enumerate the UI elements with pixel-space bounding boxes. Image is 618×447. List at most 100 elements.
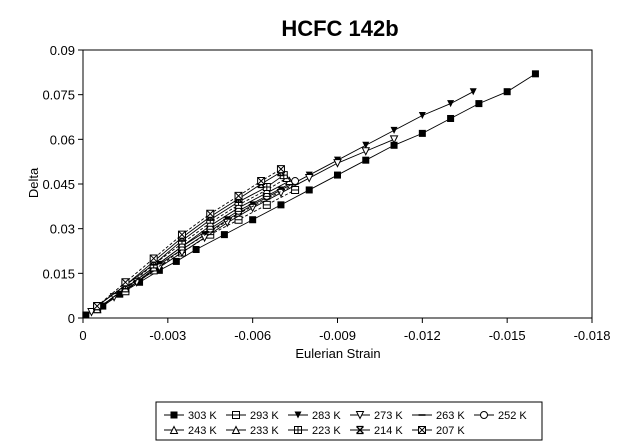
x-tick-label: -0.012 [404,328,441,343]
y-tick-label: 0.03 [50,222,75,237]
legend-marker [231,425,241,434]
data-point [361,147,371,156]
legend-label: 283 K [312,410,341,422]
legend-label: 233 K [250,425,279,437]
data-point [362,156,370,164]
legend-marker [480,411,488,419]
x-axis-label: Eulerian Strain [295,346,380,361]
data-point [220,231,228,239]
data-point [87,308,96,317]
data-point [116,290,124,298]
series-214-k [93,167,285,311]
plot-frame [82,49,593,319]
y-axis-label: Delta [26,167,41,198]
x-axis-ticks: 0 -0.003 -0.006 -0.009 -0.012 -0.015 -0.018 [79,318,610,343]
legend-item: 214 K [350,425,403,437]
x-tick-label: -0.009 [319,328,356,343]
series-layer [82,70,539,319]
legend-marker [355,411,365,420]
series-207-k [93,165,285,311]
y-tick-label: 0.045 [42,177,75,192]
data-point [447,114,455,122]
legend-marker [418,426,426,434]
series-273-k [87,135,399,317]
data-point [82,311,90,319]
data-point [262,200,271,209]
data-point [121,278,130,287]
data-point [305,186,313,194]
legend-item: 263 K [412,410,465,422]
legend-box [155,401,543,441]
data-point [99,302,107,310]
data-point [172,257,180,265]
x-tick-label: -0.015 [489,328,526,343]
data-point [276,165,285,174]
data-point [200,233,209,243]
data-point [93,302,102,311]
data-point [192,246,200,254]
legend-marker [356,425,364,435]
legend-item: 303 K [164,410,217,422]
data-point [291,185,300,194]
data-point [475,100,483,108]
data-point [333,159,342,168]
data-point [257,177,266,186]
legend-item: 283 K [288,410,341,422]
legend-label: 252 K [498,410,527,422]
data-point [531,70,539,78]
data-point [206,209,215,218]
legend-label: 214 K [374,425,403,437]
data-point [390,141,398,149]
legend-item: 223 K [288,425,341,437]
data-point [469,88,477,96]
data-point [418,112,426,120]
x-tick-label: 0 [79,328,86,343]
data-point [248,203,257,213]
data-point [234,191,243,200]
data-point [389,135,399,144]
data-point [149,254,158,263]
series-line [85,73,536,316]
legend-label: 243 K [188,425,217,437]
legend-item: 243 K [164,425,217,437]
legend-item: 252 K [474,410,527,422]
data-point [249,216,257,224]
y-tick-label: 0.06 [50,132,75,147]
data-point [390,126,398,134]
data-point [136,278,144,286]
data-point [276,188,286,198]
data-point [222,218,232,228]
legend-marker [294,411,302,419]
chart-title: HCFC 142b [281,16,398,41]
data-point [503,88,511,96]
plot-area [82,49,593,319]
series-line [96,171,282,307]
y-tick-label: 0.09 [50,43,75,58]
data-point [277,201,285,209]
legend-marker [232,411,240,419]
legend-label: 223 K [312,425,341,437]
legend-label: 303 K [188,410,217,422]
legend-marker [170,411,178,419]
legend-item: 273 K [350,410,403,422]
legend-item: 207 K [412,425,465,437]
data-point [362,141,370,149]
legend-marker [169,425,179,434]
y-axis-ticks: 0 0.015 0.03 0.045 0.06 0.075 0.09 [42,43,83,326]
x-tick-label: -0.003 [149,328,186,343]
legend-item: 233 K [226,425,279,437]
legend: 303 K 293 K 283 K 273 K 263 K 252 K 243 K 233 K… [155,401,543,441]
legend-marker [294,426,302,434]
y-tick-label: 0.075 [42,88,75,103]
x-tick-label: -0.006 [234,328,271,343]
legend-label: 273 K [374,410,403,422]
series-line [96,177,287,310]
legend-label: 263 K [436,410,465,422]
data-point [418,129,426,137]
data-point [177,230,186,239]
series-303-k [82,70,539,319]
y-tick-label: 0 [68,311,75,326]
x-tick-label: -0.018 [574,328,611,343]
data-point [447,100,455,108]
